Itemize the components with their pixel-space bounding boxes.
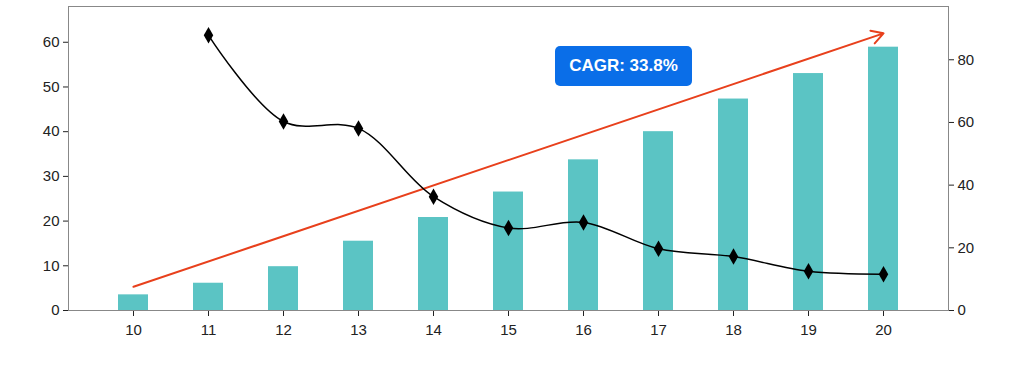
svg-text:60: 60: [958, 113, 975, 130]
svg-text:40: 40: [43, 122, 60, 139]
svg-text:14: 14: [425, 321, 442, 338]
svg-text:40: 40: [958, 176, 975, 193]
svg-text:12: 12: [275, 321, 292, 338]
svg-text:20: 20: [875, 321, 892, 338]
svg-text:10: 10: [125, 321, 142, 338]
svg-text:16: 16: [575, 321, 592, 338]
svg-text:20: 20: [43, 212, 60, 229]
svg-text:60: 60: [43, 33, 60, 50]
svg-text:0: 0: [51, 301, 59, 318]
svg-text:20: 20: [958, 239, 975, 256]
svg-text:50: 50: [43, 78, 60, 95]
svg-text:15: 15: [500, 321, 517, 338]
svg-text:10: 10: [43, 257, 60, 274]
html-text:CAGR: 33.8%: CAGR: 33.8%: [569, 56, 678, 75]
svg-text:30: 30: [43, 167, 60, 184]
svg-text:18: 18: [725, 321, 742, 338]
svg-text:17: 17: [650, 321, 667, 338]
svg-text:0: 0: [958, 301, 966, 318]
svg-text:11: 11: [201, 321, 217, 338]
svg-text:80: 80: [958, 51, 975, 68]
svg-text:19: 19: [800, 321, 817, 338]
svg-text:13: 13: [350, 321, 367, 338]
